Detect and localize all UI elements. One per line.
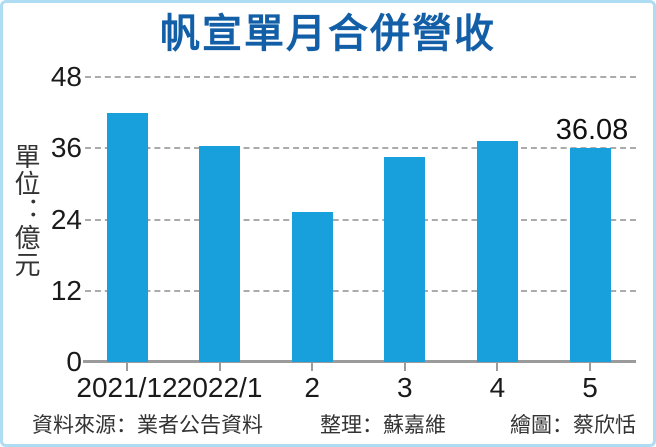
x-tick-label: 2022/1 xyxy=(176,372,263,403)
y-tick-label: 48 xyxy=(50,61,82,92)
x-tick-mark xyxy=(496,363,499,371)
gridline-36 xyxy=(85,147,636,150)
y-tick-label: 24 xyxy=(50,203,82,235)
y-tick-label: 12 xyxy=(50,274,82,306)
footer-editor: 整理：蘇嘉維 xyxy=(320,414,446,437)
bar-4 xyxy=(476,141,518,362)
gridline-12 xyxy=(85,289,636,292)
x-tick-label: 2021/12 xyxy=(76,372,178,403)
gridline-24 xyxy=(85,218,636,221)
bar-2021/12 xyxy=(106,113,148,362)
x-tick-mark xyxy=(218,363,221,371)
bar-value-label: 36.08 xyxy=(555,113,629,146)
x-tick-label: 4 xyxy=(489,372,506,403)
bar-2022/1 xyxy=(199,146,241,362)
bar-2 xyxy=(291,212,333,362)
bar-3 xyxy=(384,156,426,362)
y-tick-label: 36 xyxy=(50,132,82,164)
x-tick-label: 3 xyxy=(397,372,413,403)
x-tick-label: 5 xyxy=(582,372,598,403)
x-tick-mark xyxy=(403,363,406,371)
gridline-48 xyxy=(85,76,636,78)
x-tick-mark xyxy=(589,363,591,371)
y-axis-unit-label: 單位：億元 xyxy=(11,143,41,278)
x-axis-line xyxy=(83,360,636,363)
x-tick-mark xyxy=(126,363,128,371)
footer: 資料來源：業者公告資料 整理：蘇嘉維 繪圖：蔡欣恬 xyxy=(0,413,656,441)
y-tick-label: 0 xyxy=(66,346,82,377)
footer-illustrator: 繪圖：蔡欣恬 xyxy=(510,414,636,437)
x-tick-label: 2 xyxy=(304,372,320,403)
chart-title: 帆宣單月合併營收 xyxy=(160,12,496,56)
footer-source: 資料來源：業者公告資料 xyxy=(32,414,263,437)
x-tick-mark xyxy=(311,363,314,371)
bar-5 xyxy=(569,147,611,362)
